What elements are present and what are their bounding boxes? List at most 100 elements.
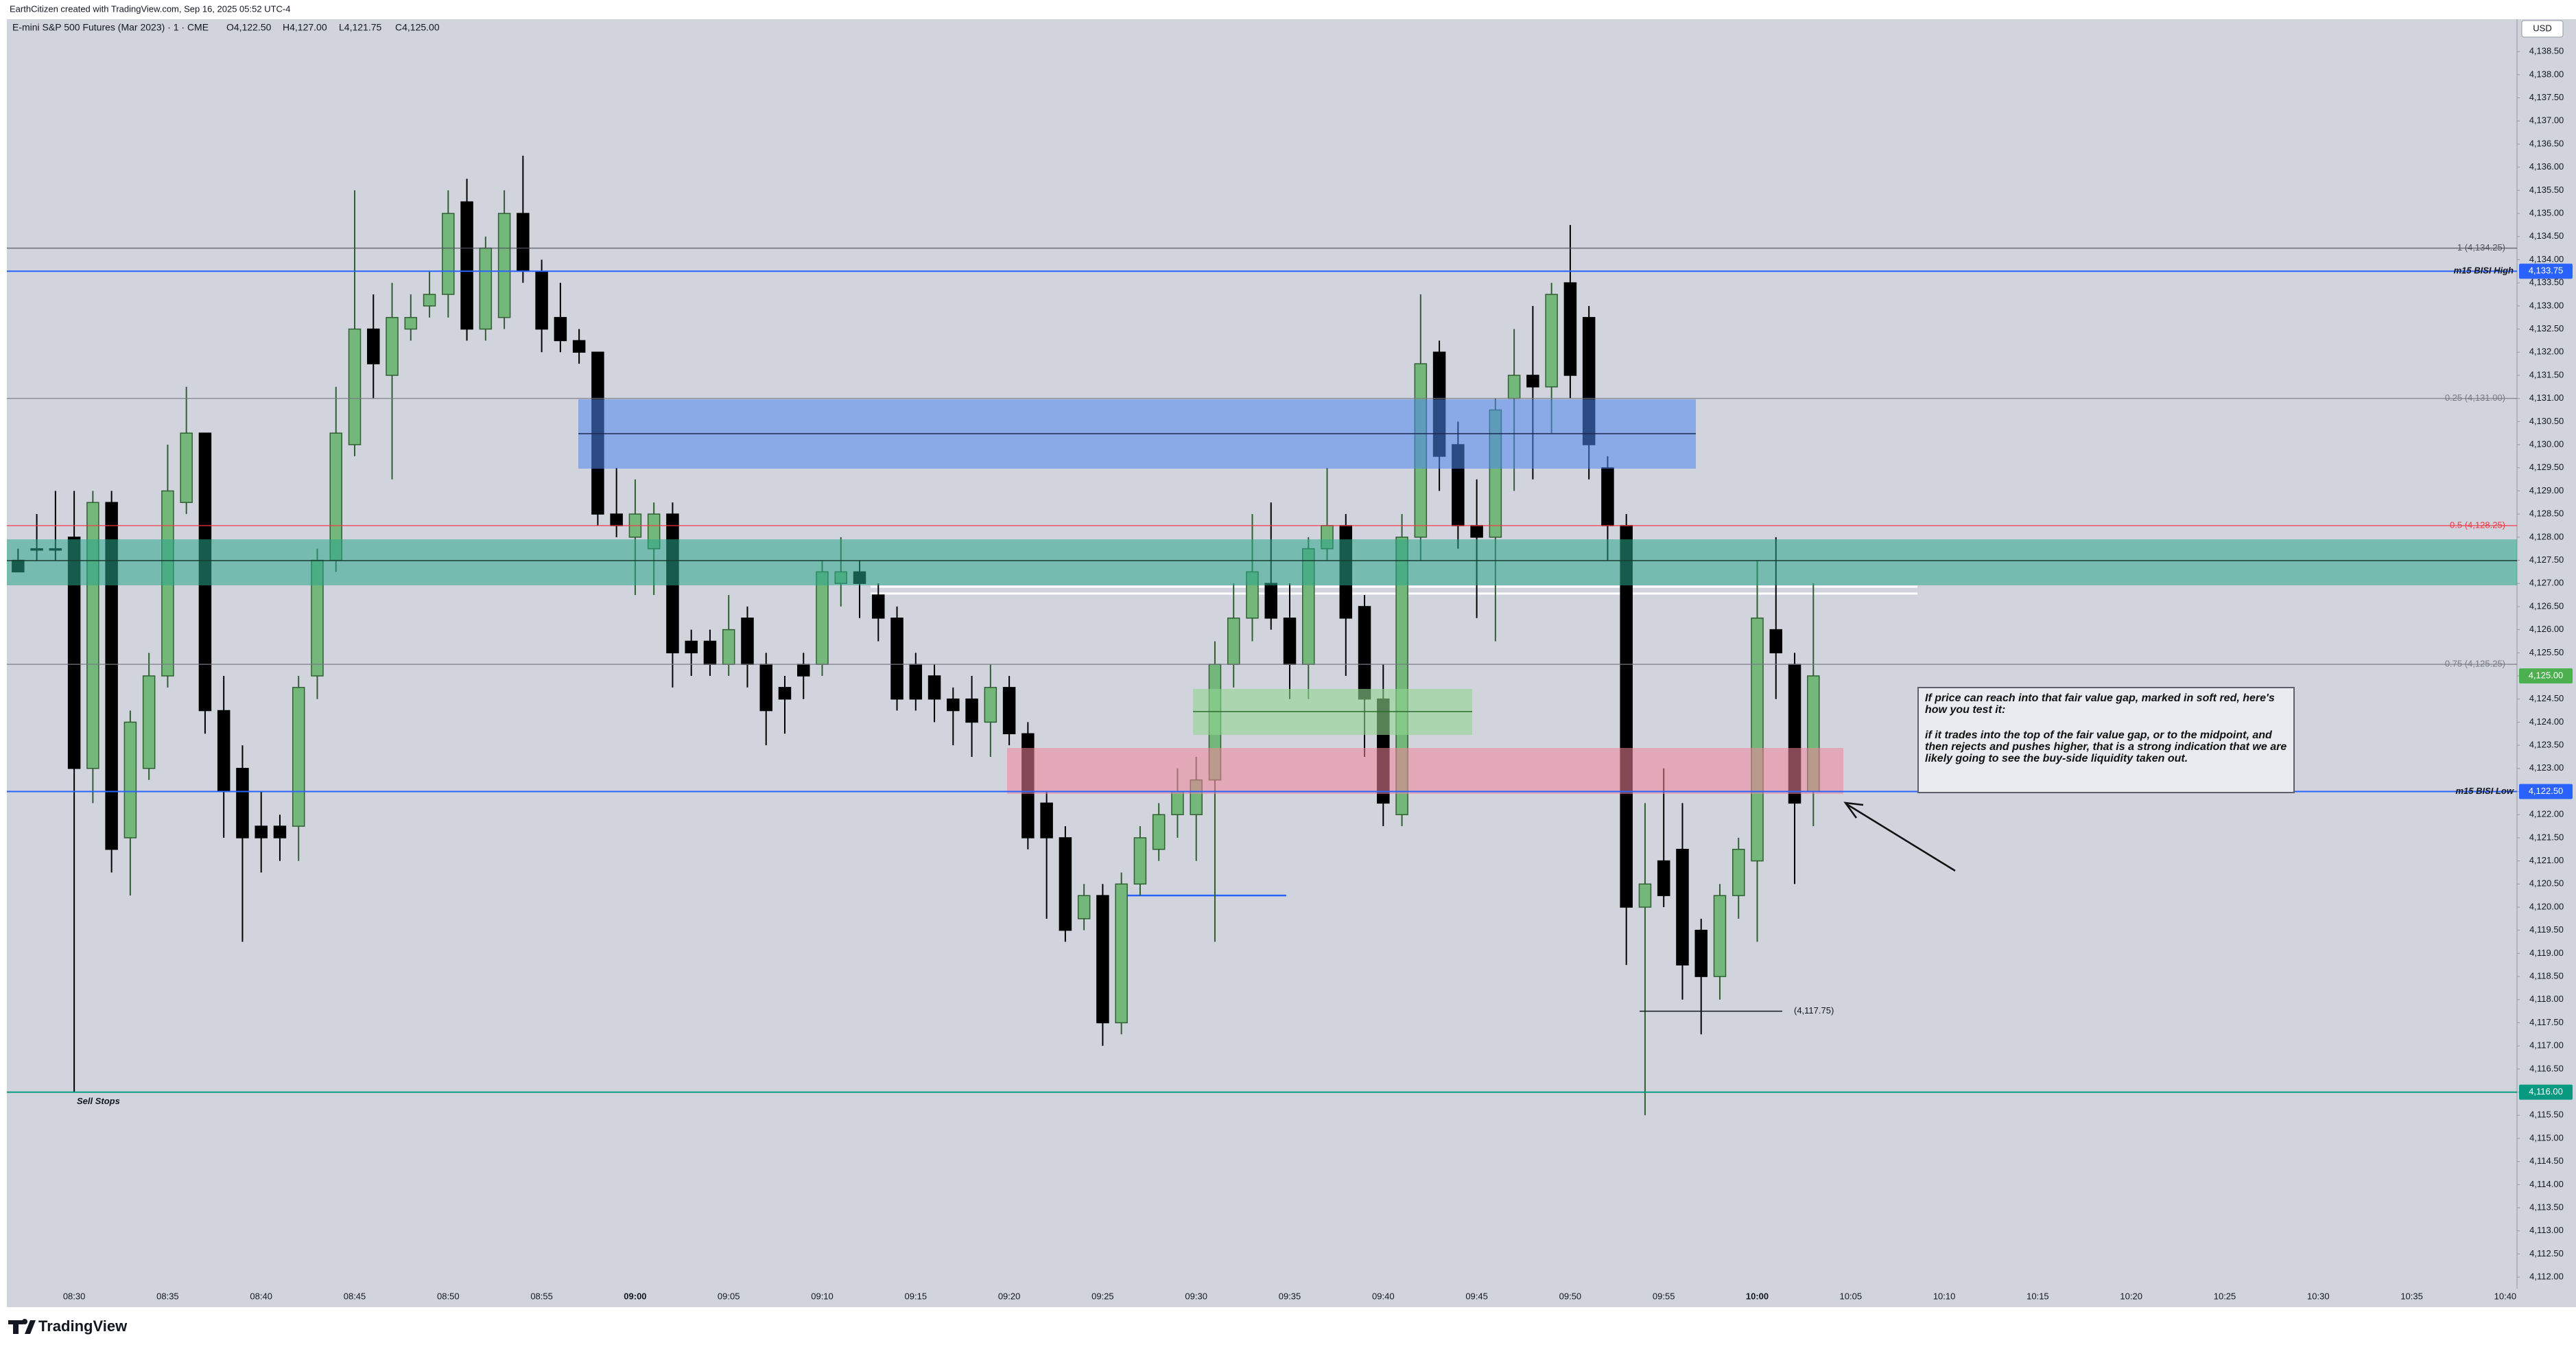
y-tick-label: 4,130.00 [2529, 438, 2564, 449]
y-tick-label: 4,138.00 [2529, 69, 2564, 79]
y-tick-label: 4,130.50 [2529, 416, 2564, 426]
ohlc-low: L4,121.75 [339, 22, 381, 33]
x-tick-label: 10:05 [1840, 1291, 1863, 1301]
candle-body [460, 201, 473, 330]
candle-body [1545, 294, 1558, 388]
candle-body [367, 328, 380, 364]
x-tick-label: 09:05 [718, 1291, 740, 1301]
y-tick-label: 4,121.50 [2529, 832, 2564, 842]
y-tick-label: 4,113.00 [2529, 1225, 2564, 1235]
y-tick-label: 4,119.00 [2529, 948, 2564, 958]
fvg-zone-teal [7, 539, 2517, 585]
candle-body [1077, 895, 1091, 920]
y-tick-label: 4,133.50 [2529, 277, 2564, 288]
x-tick-label: 09:55 [1653, 1291, 1675, 1301]
candle-body [180, 432, 193, 504]
y-tick-label: 4,115.00 [2529, 1132, 2564, 1143]
ohlc-high: H4,127.00 [283, 22, 327, 33]
y-tick-label: 4,127.50 [2529, 554, 2564, 565]
currency-box[interactable] [2521, 20, 2564, 38]
candle-body [1470, 525, 1483, 538]
candle-body [1395, 537, 1408, 815]
candle-body [517, 213, 530, 272]
x-tick-label: 09:35 [1279, 1291, 1301, 1301]
candle-body [1769, 629, 1783, 654]
x-tick-label: 10:00 [1746, 1291, 1769, 1301]
brand: TradingView [38, 1317, 128, 1335]
ohlc-open: O4,122.50 [226, 22, 272, 33]
candle-body [685, 640, 698, 654]
y-tick-label: 4,121.00 [2529, 855, 2564, 865]
price-tag-label: 4,122.50 [2529, 786, 2564, 796]
y-tick-label: 4,133.00 [2529, 300, 2564, 310]
y-tick-label: 4,115.50 [2529, 1110, 2564, 1120]
candle-body [947, 698, 960, 712]
y-tick-label: 4,137.50 [2529, 92, 2564, 102]
candle-body [1507, 375, 1521, 399]
y-tick-label: 4,118.00 [2529, 994, 2564, 1004]
candle-body [1638, 883, 1652, 908]
candle-body [123, 721, 137, 839]
candle-body [142, 675, 156, 769]
brand-logo [8, 1319, 36, 1334]
x-tick-label: 09:10 [811, 1291, 834, 1301]
candle-body [1264, 583, 1277, 619]
y-tick-label: 4,126.00 [2529, 624, 2564, 634]
y-tick-label: 4,132.00 [2529, 347, 2564, 357]
candle-body [1657, 860, 1670, 896]
candle-body [741, 618, 754, 665]
fib-level-label: 0.75 (4,125.25) [2445, 659, 2505, 669]
candle-body [1713, 895, 1727, 977]
candle-body [778, 687, 792, 700]
x-tick-label: 08:30 [63, 1291, 86, 1301]
drawings-under [871, 585, 1917, 897]
x-tick-label: 10:10 [1933, 1291, 1956, 1301]
price-tag [2519, 263, 2573, 279]
annotation-note: If price can reach into that fair value … [1917, 687, 2295, 793]
y-tick-label: 4,119.50 [2529, 924, 2564, 935]
fib-level-label: 0.5 (4,128.25) [2450, 519, 2505, 530]
candle-body [1115, 883, 1128, 1024]
currency[interactable]: USD [2533, 23, 2551, 33]
x-tick-label: 10:15 [2026, 1291, 2049, 1301]
price-tag [2519, 668, 2573, 684]
candle-body [67, 537, 81, 769]
candle-body [535, 270, 548, 330]
y-tick-label: 4,120.00 [2529, 901, 2564, 911]
y-tick-label: 4,117.00 [2529, 1040, 2564, 1051]
x-tick-label: 09:20 [998, 1291, 1021, 1301]
axes: 4,112.00 4,112.50 4,113.00 4,113.50 4,114.00… [7, 46, 2573, 1301]
candle-body [1563, 282, 1577, 376]
y-tick-label: 4,112.00 [2529, 1272, 2564, 1282]
y-tick-label: 4,131.00 [2529, 393, 2564, 403]
candle-body [236, 768, 249, 839]
x-tick-label: 10:30 [2307, 1291, 2330, 1301]
level-name: Sell Stops [77, 1096, 120, 1106]
y-tick-label: 4,136.00 [2529, 161, 2564, 172]
candle-body [217, 710, 231, 793]
candle-body [722, 629, 735, 665]
candle-body [1358, 606, 1371, 700]
y-tick-label: 4,117.50 [2529, 1017, 2564, 1027]
candle-body [1059, 837, 1072, 931]
candle-body [1732, 848, 1745, 896]
y-tick-label: 4,118.50 [2529, 971, 2564, 981]
candle-body [984, 687, 997, 723]
y-tick-label: 4,125.50 [2529, 647, 2564, 657]
candle-body [386, 316, 399, 376]
y-tick-label: 4,112.50 [2529, 1248, 2564, 1258]
fib-level-label: 1 (4,134.25) [2457, 242, 2505, 253]
candle-body [1133, 837, 1147, 885]
y-tick-label: 4,134.50 [2529, 231, 2564, 241]
fib-level-label: 0.25 (4,131.00) [2445, 393, 2505, 403]
x-tick-label: 09:50 [1559, 1291, 1582, 1301]
zones [7, 399, 2517, 872]
x-tick-label: 08:40 [250, 1291, 272, 1301]
price-tag [2519, 784, 2573, 799]
x-tick-label: 10:35 [2400, 1291, 2423, 1301]
price-tag-label: 4,133.75 [2529, 266, 2564, 276]
arrow-head [1843, 801, 1864, 819]
credit: EarthCitizen created with TradingView.co… [10, 3, 290, 14]
